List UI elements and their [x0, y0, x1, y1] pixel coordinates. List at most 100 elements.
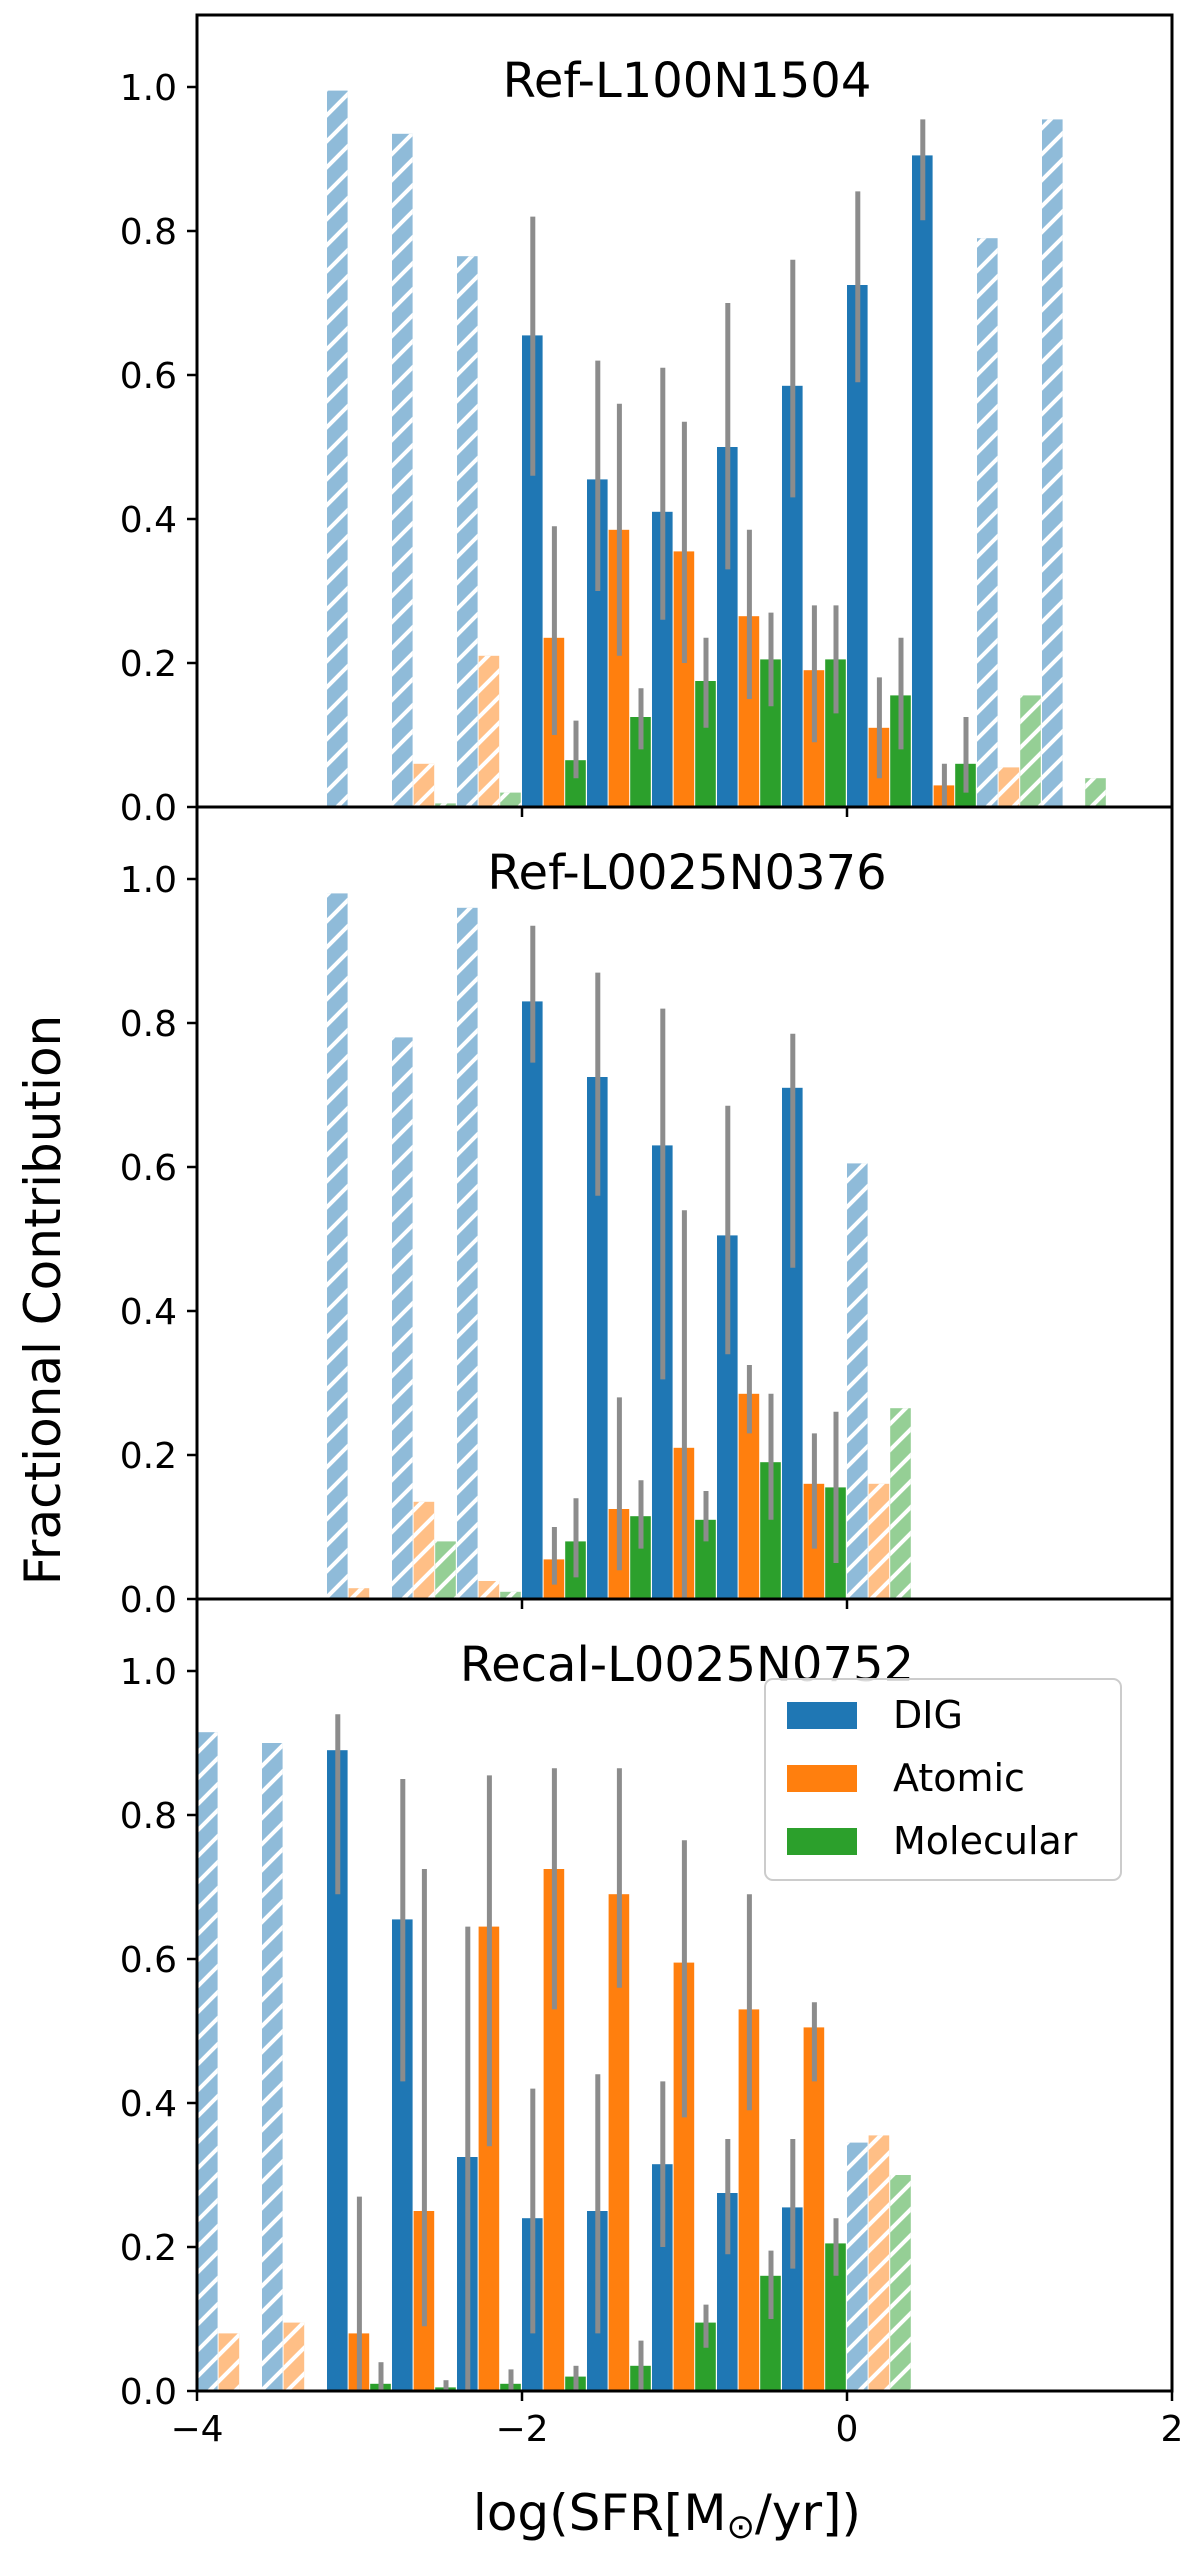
bar-hatch-dig-2-3 [457, 907, 478, 1599]
bar-hatch-molecular-1-10 [1020, 695, 1041, 807]
bar-hatch-dig-2-1 [327, 893, 348, 1599]
x-axis-label-end: /yr]) [755, 2484, 861, 2542]
bar-hatch-molecular-3-9 [890, 2175, 911, 2391]
bar-hatch-atomic-3-1 [218, 2333, 240, 2391]
bar-hatch-atomic-3-11 [868, 2135, 890, 2391]
bar-dig-3-9 [717, 2193, 738, 2391]
bar-molecular-1-8 [890, 695, 911, 807]
bar-atomic-1-6 [738, 616, 760, 807]
bar-hatch-atomic-2-1 [348, 1588, 370, 1599]
panels-layer: 0.0 0.2 0.4 0.6 0.8 1.0 Ref-L100N1504 0.0 0.2 0.4… [120, 13, 1184, 2450]
x-tick-label-1: −4 [170, 2409, 223, 2450]
x-tick-label-4: 2 [1161, 2409, 1184, 2450]
bar-dig-3-8 [652, 2164, 673, 2391]
y-tick-label-3-3: 0.4 [120, 2084, 177, 2125]
bar-atomic-3-6 [543, 1869, 565, 2391]
bar-hatch-dig-1-3 [457, 256, 478, 807]
y-tick-label-2-3: 0.4 [120, 1292, 177, 1333]
panel-2: 0.0 0.2 0.4 0.6 0.8 1.0 Ref-L0025N0376 [120, 805, 1174, 1621]
y-tick-label-1-1: 0.0 [120, 788, 177, 829]
bar-hatch-dig-3-2 [262, 1743, 283, 2391]
y-tick-label-1-5: 0.8 [120, 212, 177, 253]
bar-molecular-3-6 [695, 2322, 716, 2391]
bar-hatch-atomic-3-2 [283, 2322, 305, 2391]
x-axis-label: log(SFR[M⊙/yr]) [473, 2484, 861, 2547]
bar-atomic-3-8 [673, 1962, 695, 2391]
bar-hatch-dig-1-12 [1042, 119, 1063, 807]
y-tick-label-1-6: 1.0 [120, 68, 177, 109]
bar-hatch-molecular-2-2 [500, 1591, 521, 1599]
bar-hatch-molecular-1-11 [1085, 778, 1106, 807]
bar-hatch-molecular-2-8 [890, 1408, 911, 1599]
bar-molecular-3-8 [825, 2243, 846, 2391]
panel-3: 0.00.20.40.60.81.0 Recal-L0025N0752 [120, 1597, 1174, 2413]
x-axis-label-subscript: ⊙ [727, 2507, 756, 2547]
bar-molecular-1-6 [760, 659, 781, 807]
bar-hatch-atomic-1-10 [998, 767, 1020, 807]
y-tick-label-3-4: 0.6 [120, 1940, 177, 1981]
bar-dig-1-4 [522, 335, 543, 807]
bar-dig-1-8 [782, 385, 803, 807]
y-tick-label-2-1: 0.0 [120, 1580, 177, 1621]
y-tick-label-1-3: 0.4 [120, 500, 177, 541]
legend-label-molecular: Molecular [893, 1819, 1078, 1863]
bar-dig-1-5 [587, 479, 608, 807]
bar-hatch-dig-1-2 [392, 133, 413, 808]
bar-hatch-atomic-1-2 [478, 655, 500, 807]
bar-hatch-dig-3-11 [847, 2142, 868, 2391]
bar-molecular-1-7 [825, 659, 846, 807]
y-tick-label-1-2: 0.2 [120, 644, 177, 685]
bar-hatch-atomic-1-1 [413, 763, 435, 807]
bar-hatch-molecular-2-1 [435, 1541, 456, 1599]
bar-hatch-dig-1-1 [327, 90, 348, 808]
y-tick-label-2-6: 1.0 [120, 860, 177, 901]
panel-title-1: Ref-L100N1504 [503, 53, 872, 109]
bar-hatch-dig-2-2 [392, 1037, 413, 1599]
bar-atomic-2-7 [738, 1393, 760, 1599]
legend-swatch-molecular [787, 1828, 857, 1855]
panel-title-2: Ref-L0025N0376 [487, 845, 886, 901]
bar-hatch-atomic-2-2 [413, 1501, 435, 1599]
bar-hatch-molecular-1-1 [435, 803, 456, 807]
bar-dig-3-3 [327, 1750, 348, 2391]
y-tick-label-3-6: 1.0 [120, 1652, 177, 1693]
y-axis-label: Fractional Contribution [14, 1015, 72, 1585]
bar-atomic-3-5 [478, 1926, 500, 2391]
legend-label-dig: DIG [893, 1693, 963, 1737]
x-tick-label-2: −2 [495, 2409, 548, 2450]
bar-hatch-atomic-2-9 [868, 1483, 890, 1599]
legend-swatch-dig [787, 1702, 857, 1729]
bar-molecular-1-4 [630, 717, 651, 807]
bar-hatch-dig-3-1 [197, 1732, 218, 2391]
bar-atomic-3-7 [608, 1894, 630, 2391]
bar-hatch-dig-2-9 [847, 1163, 868, 1599]
bar-dig-2-7 [717, 1235, 738, 1599]
legend-label-atomic: Atomic [893, 1756, 1025, 1800]
bar-dig-2-4 [522, 1001, 543, 1599]
panel-1: 0.0 0.2 0.4 0.6 0.8 1.0 Ref-L100N1504 [120, 13, 1174, 829]
bar-atomic-1-4 [608, 529, 630, 807]
bar-dig-3-10 [782, 2207, 803, 2391]
bar-dig-2-5 [587, 1077, 608, 1599]
bar-molecular-2-4 [630, 1516, 651, 1599]
bar-molecular-3-7 [760, 2275, 781, 2391]
bar-dig-1-6 [652, 511, 673, 807]
x-axis-label-main: log(SFR[M [473, 2484, 727, 2542]
y-tick-label-2-2: 0.2 [120, 1436, 177, 1477]
panel-frame-3 [195, 1597, 1174, 2393]
bar-hatch-molecular-1-2 [500, 792, 521, 807]
bar-atomic-3-9 [738, 2009, 760, 2391]
legend-swatch-atomic [787, 1765, 857, 1792]
x-tick-label-3: 0 [836, 2409, 859, 2450]
bar-molecular-1-5 [695, 681, 716, 807]
bar-dig-2-8 [782, 1087, 803, 1599]
bar-dig-1-9 [847, 285, 868, 807]
y-tick-label-3-5: 0.8 [120, 1796, 177, 1837]
bar-atomic-1-5 [673, 551, 695, 807]
y-tick-label-3-1: 0.0 [120, 2372, 177, 2413]
y-tick-label-1-4: 0.6 [120, 356, 177, 397]
bar-molecular-2-6 [760, 1462, 781, 1599]
y-tick-label-2-4: 0.6 [120, 1148, 177, 1189]
legend: DIG Atomic Molecular [764, 1678, 1122, 1881]
